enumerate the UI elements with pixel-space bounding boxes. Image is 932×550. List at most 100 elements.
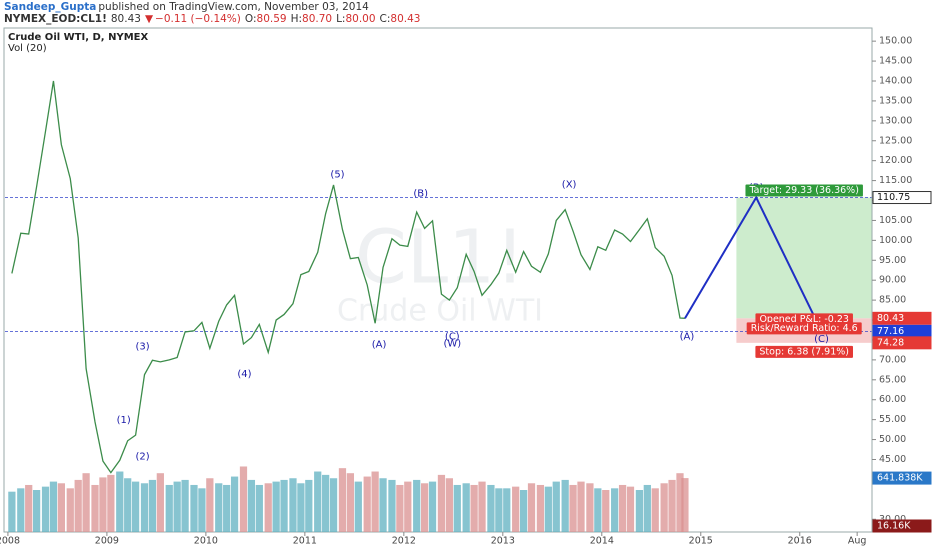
volume-bar: [206, 478, 214, 532]
wave-label: (4): [237, 369, 251, 380]
axis-marker: [872, 471, 932, 485]
volume-bar: [41, 486, 50, 532]
volume-bar: [363, 476, 371, 532]
volume-bar: [462, 483, 470, 532]
volume-bar: [280, 479, 288, 532]
volume-bar: [643, 484, 651, 532]
ohlc-label: L:: [336, 13, 346, 25]
volume-bar: [305, 479, 313, 532]
volume-bar: [346, 473, 355, 532]
target-zone: [736, 197, 872, 319]
price-line: [11, 80, 685, 474]
price-axis: [872, 28, 932, 532]
volume-bar: [495, 488, 503, 532]
volume-bar: [215, 483, 223, 532]
y-tick-label: 105.00: [879, 215, 912, 226]
y-tick-label: 65.00: [879, 374, 906, 385]
volume-bar: [32, 490, 41, 532]
volume-bar: [611, 488, 619, 532]
x-tick-label: 2012: [392, 536, 416, 547]
wave-label: (A): [372, 339, 387, 350]
wave-label: (1): [117, 415, 131, 426]
volume-bar: [181, 479, 189, 532]
volume-bar: [396, 484, 404, 532]
ohlc-label: H:: [290, 13, 303, 25]
volume-bar: [420, 483, 429, 532]
volume-bar: [8, 491, 16, 532]
volume-bar: [25, 484, 33, 532]
x-tick-label: 2013: [491, 536, 515, 547]
volume-bar: [338, 468, 347, 532]
volume-bar: [140, 483, 149, 532]
volume-bar: [148, 479, 157, 532]
label-text: Target: 29.33 (36.36%): [748, 185, 858, 196]
volume-bar: [552, 481, 560, 532]
volume-bar: [651, 488, 659, 532]
volume-bar: [223, 484, 231, 532]
symbol-line: NYMEX_EOD:CL1! 80.43 ▼ −0.11 (−0.14%) O:80.5…: [4, 13, 428, 25]
volume-bar: [116, 471, 124, 532]
label-box: [755, 345, 853, 358]
volume-bar: [577, 481, 585, 532]
wave-label: (C): [445, 331, 460, 342]
header: Sandeep_Gupta published on TradingView.co…: [4, 1, 373, 13]
ohlc-label: O:: [244, 13, 257, 25]
volume-bar: [586, 483, 594, 532]
volume-bar: [569, 484, 577, 532]
x-tick-label: 2015: [689, 536, 713, 547]
volume-bar: [314, 471, 322, 532]
author[interactable]: Sandeep_Gupta: [4, 1, 97, 13]
volume-bar: [297, 483, 305, 532]
volume-bar: [198, 488, 206, 532]
volume-bar: [519, 490, 528, 532]
volume-bar: [602, 490, 610, 532]
wave-label: (A): [680, 331, 695, 342]
axis-marker-label: 110.75: [877, 192, 910, 203]
y-tick-label: 125.00: [879, 135, 912, 146]
y-tick-label: 140.00: [879, 75, 912, 86]
axis-marker: [872, 519, 932, 533]
y-tick-label: 30.00: [879, 514, 906, 525]
x-tick-label: 2014: [590, 536, 614, 547]
position-label: Target: 29.33 (36.36%): [745, 184, 863, 197]
volume-bar: [354, 481, 362, 532]
volume-bar: [626, 486, 635, 532]
volume-bar: [322, 474, 330, 532]
volume-bar: [156, 473, 164, 532]
wave-label: (2): [135, 451, 149, 462]
y-tick-label: 85.00: [879, 295, 906, 306]
volume-bar: [668, 479, 676, 532]
arrow: ▼: [144, 13, 154, 25]
x-tick-label: 2009: [95, 536, 119, 547]
volume-bar: [660, 483, 668, 532]
wave-label: (5): [330, 170, 344, 181]
axis: 150.00 145.00 140.00 135.00 130.00 125.00 120.…: [0, 36, 932, 547]
y-tick-label: 55.00: [879, 414, 906, 425]
y-tick-label: 115.00: [879, 175, 912, 186]
volume-bar: [329, 478, 338, 532]
volume-bar: [544, 486, 552, 532]
volume-bar: [404, 481, 412, 532]
label-box: [746, 322, 862, 335]
x-tick-label: 2011: [293, 536, 317, 547]
axis-marker: [872, 311, 932, 325]
volume-bar: [190, 484, 198, 532]
axis-marker-label: 80.43: [877, 313, 904, 324]
volume-bar: [512, 486, 520, 532]
volume-bar: [635, 490, 644, 532]
y-tick-label: 95.00: [879, 255, 906, 266]
ohlc-value: 80.43: [390, 13, 421, 25]
volume-bar: [413, 479, 421, 532]
volume-bar: [594, 488, 602, 532]
y-tick-label: 60.00: [879, 394, 906, 405]
ohlc-label: C:: [379, 13, 391, 25]
x-tick-label: 2016: [788, 536, 812, 547]
volume-bar: [478, 481, 486, 532]
volume-bar: [618, 484, 627, 532]
volume-bar: [230, 476, 239, 532]
y-tick-label: 120.00: [879, 155, 912, 166]
volume-bar: [264, 483, 272, 532]
volume-bar: [453, 484, 461, 532]
label-box: [745, 184, 863, 197]
ohlc-value: 80.70: [302, 13, 333, 25]
